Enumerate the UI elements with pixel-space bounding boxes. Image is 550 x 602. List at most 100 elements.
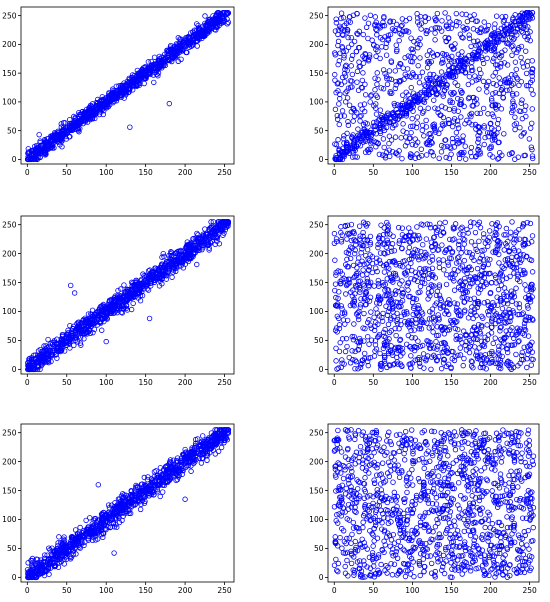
scatter-point (389, 352, 396, 358)
scatter-point (215, 230, 222, 237)
scatter-point (170, 267, 177, 273)
scatter-point (180, 248, 187, 254)
scatter-point (387, 31, 394, 38)
scatter-point (119, 293, 126, 300)
scatter-point (385, 287, 392, 293)
scatter-point (65, 329, 71, 336)
scatter-point (384, 276, 390, 282)
scatter-point (340, 15, 347, 21)
scatter-point (466, 264, 473, 270)
scatter-point (111, 299, 117, 306)
scatter-point (515, 363, 521, 369)
scatter-point (499, 344, 505, 350)
scatter-point (380, 86, 387, 92)
scatter-point (484, 322, 490, 328)
scatter-point (360, 139, 367, 145)
scatter-point (447, 300, 453, 307)
scatter-point (39, 143, 46, 149)
scatter-point (529, 269, 536, 275)
scatter-point (51, 132, 58, 139)
scatter-point (427, 85, 434, 91)
scatter-point (414, 114, 421, 120)
scatter-point (443, 51, 450, 58)
scatter-point (499, 49, 505, 55)
scatter-point (527, 220, 534, 227)
scatter-point (214, 19, 220, 26)
scatter-point (428, 59, 434, 65)
scatter-point (414, 254, 421, 260)
scatter-point (393, 299, 399, 305)
scatter-point (462, 143, 468, 149)
scatter-point (403, 28, 410, 34)
scatter-point (516, 311, 522, 318)
scatter-point (212, 226, 218, 232)
scatter-point (70, 323, 77, 330)
scatter-point (101, 309, 108, 316)
scatter-point (402, 54, 408, 61)
scatter-point (523, 10, 529, 16)
scatter-point (77, 335, 84, 341)
scatter-point (455, 140, 461, 147)
scatter-point (491, 39, 497, 45)
scatter-point (496, 241, 503, 247)
scatter-point (509, 91, 516, 97)
scatter-point (527, 299, 534, 305)
scatter-point (415, 302, 421, 309)
scatter-point (423, 236, 430, 242)
scatter-point (477, 129, 483, 136)
scatter-point (513, 285, 519, 291)
scatter-point (448, 255, 454, 262)
scatter-point (519, 115, 526, 122)
scatter-point (78, 323, 85, 329)
scatter-point (524, 356, 530, 362)
scatter-point (495, 102, 501, 109)
scatter-point (518, 54, 524, 61)
scatter-point (172, 50, 179, 56)
scatter-point (337, 95, 343, 102)
scatter-point (367, 252, 373, 258)
scatter-point (353, 242, 359, 248)
scatter-point (384, 312, 391, 318)
scatter-point (454, 118, 461, 124)
scatter-point (469, 79, 475, 85)
scatter-point (469, 359, 475, 365)
scatter-point (111, 305, 118, 311)
scatter-point (459, 34, 465, 40)
scatter-point (519, 97, 525, 103)
scatter-point (127, 124, 133, 130)
scatter-point (335, 38, 342, 45)
scatter-point (476, 301, 482, 307)
scatter-point (511, 47, 517, 53)
scatter-point (67, 282, 74, 289)
scatter-point (373, 53, 379, 59)
scatter-point (351, 296, 357, 303)
scatter-point (498, 60, 504, 67)
scatter-point (383, 44, 389, 51)
scatter-point (490, 58, 496, 64)
scatter-point (335, 61, 341, 68)
scatter-point (392, 291, 398, 297)
scatter-point (441, 357, 448, 363)
scatter-point (207, 232, 214, 239)
scatter-point (174, 257, 181, 264)
scatter-point (368, 140, 374, 147)
scatter-point (469, 254, 475, 261)
scatter-point (489, 350, 495, 357)
scatter-point (491, 46, 498, 52)
scatter-point (348, 34, 355, 41)
scatter-point (423, 117, 429, 124)
scatter-point (28, 153, 35, 159)
scatter-point (59, 341, 65, 347)
scatter-point (454, 301, 461, 307)
scatter-point (357, 137, 364, 144)
scatter-point (344, 317, 351, 324)
scatter-point (498, 360, 504, 366)
scatter-point (65, 327, 71, 334)
scatter-point (359, 272, 366, 278)
scatter-point (490, 80, 497, 87)
scatter-point (429, 257, 436, 263)
scatter-point (459, 49, 465, 55)
scatter-point (224, 21, 231, 27)
scatter-point (497, 296, 504, 302)
scatter-point (354, 136, 360, 142)
